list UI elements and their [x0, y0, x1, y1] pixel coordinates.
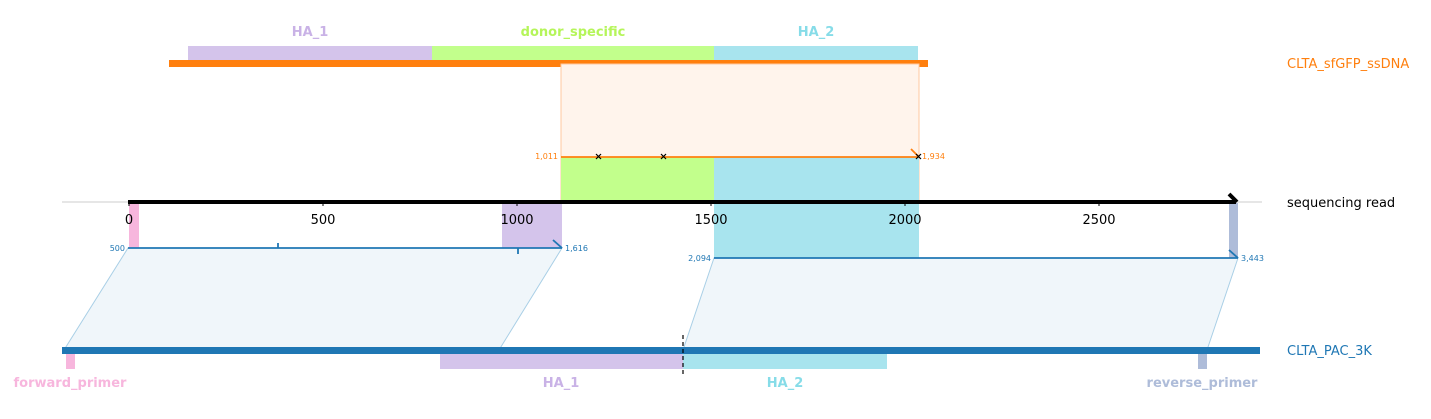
top-reference-bar	[169, 60, 928, 67]
bottom-alignment-2-start-label: 2,094	[688, 254, 711, 263]
read-name: sequencing read	[1287, 196, 1395, 211]
read-axis-tick-label: 500	[311, 213, 336, 228]
read-axis-tick-label: 2000	[888, 213, 921, 228]
top-feature-label-ha1: HA_1	[292, 25, 329, 40]
top-reference: HA_1 donor_specific HA_2 CLTA_sfGFP_ssDN…	[169, 25, 1409, 72]
top-alignment-ha2-block	[714, 157, 919, 202]
top-feature-ha1	[188, 46, 432, 61]
bottom-feature-forward-primer	[66, 350, 75, 369]
top-feature-ha2	[714, 46, 918, 61]
bottom-reference-name: CLTA_PAC_3K	[1287, 344, 1372, 359]
top-alignment-end-label: 1,934	[922, 152, 945, 161]
bottom-feature-label-reverse-primer: reverse_primer	[1147, 376, 1259, 391]
mismatch-mark	[595, 153, 602, 160]
top-alignment-start-label: 1,011	[535, 152, 558, 161]
bottom-alignment-regions	[63, 247, 1239, 351]
bottom-alignment-2-end-hook	[1228, 249, 1239, 259]
bottom-alignment-1-start-label: 500	[110, 244, 125, 253]
read-axis-ticks: 0 500 1000 1500 2000 2500	[125, 202, 1116, 228]
read-feature-forward-primer	[129, 203, 139, 248]
bottom-feature-label-ha2: HA_2	[767, 376, 804, 391]
read-feature-ha1	[502, 203, 562, 248]
top-feature-donor-specific	[432, 46, 714, 61]
mismatch-mark	[915, 153, 922, 160]
bottom-reference-bar	[62, 347, 1260, 354]
bottom-alignment-1-end-label: 1,616	[565, 244, 588, 253]
top-alignment-donor-block	[561, 157, 714, 202]
bottom-reference: forward_primer HA_1 HA_2 reverse_primer …	[14, 335, 1372, 391]
bottom-feature-ha1	[440, 350, 683, 369]
bottom-alignment-1-end-hook	[552, 239, 563, 249]
bottom-alignment-1-shade	[63, 247, 563, 351]
read-axis: 0 500 1000 1500 2000 2500 sequencing read	[62, 192, 1395, 228]
top-reference-name: CLTA_sfGFP_ssDNA	[1287, 57, 1409, 72]
mismatch-mark	[660, 153, 667, 160]
bottom-alignment-2-end-label: 3,443	[1241, 254, 1264, 263]
bottom-feature-reverse-primer	[1198, 350, 1207, 369]
read-axis-tick-label: 0	[125, 213, 133, 228]
read-axis-arrowhead	[1227, 192, 1239, 204]
read-axis-tick-label: 1500	[694, 213, 727, 228]
bottom-alignment-2-shade	[682, 257, 1239, 351]
bottom-feature-label-ha1: HA_1	[543, 376, 580, 391]
bottom-alignment-lines: 500 1,616 2,094 3,443	[110, 239, 1264, 263]
top-feature-label-donor-specific: donor_specific	[521, 25, 626, 40]
read-axis-tick-label: 1000	[500, 213, 533, 228]
bottom-feature-ha2	[683, 350, 887, 369]
top-feature-label-ha2: HA_2	[798, 25, 835, 40]
read-axis-tick-label: 2500	[1082, 213, 1115, 228]
bottom-feature-label-forward-primer: forward_primer	[14, 376, 128, 391]
read-features	[129, 203, 1238, 258]
top-alignment: 1,011 1,934	[535, 63, 945, 203]
read-feature-reverse-primer	[1229, 203, 1238, 258]
read-feature-ha2	[714, 203, 919, 258]
